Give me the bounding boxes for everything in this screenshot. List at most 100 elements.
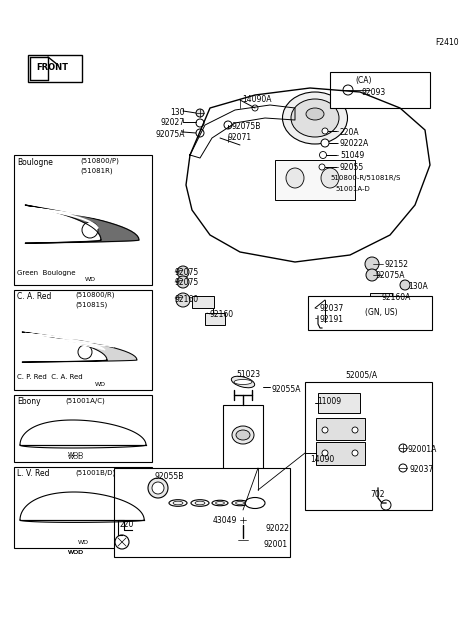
Text: WD: WD [85,277,96,282]
Bar [14,155,152,285]
Circle shape [196,119,204,127]
Circle shape [366,269,378,281]
Circle shape [319,151,327,158]
Text: (GN, US): (GN, US) [365,308,398,317]
Text: (51081S): (51081S) [75,302,107,308]
Text: F2410: F2410 [435,38,459,47]
Text: 92022: 92022 [266,524,290,533]
Circle shape [322,128,328,134]
Circle shape [152,482,164,494]
Ellipse shape [291,99,339,137]
Bar [14,290,152,390]
Text: (51081R): (51081R) [80,168,113,174]
Bar [223,405,263,510]
Text: 92055A: 92055A [272,385,301,394]
Ellipse shape [173,501,183,505]
Ellipse shape [232,500,248,506]
Circle shape [319,164,325,170]
Text: 130: 130 [171,108,185,117]
Circle shape [177,266,189,278]
Circle shape [196,129,204,137]
Text: 130A: 130A [408,282,428,291]
Bar [275,160,355,200]
Text: WOD: WOD [68,452,84,457]
Bar [305,382,432,510]
Text: 92160: 92160 [175,295,199,304]
Circle shape [177,276,189,288]
Text: 92055: 92055 [340,163,364,172]
Text: 92075: 92075 [175,278,199,287]
Bar [14,467,152,548]
Text: 92093: 92093 [362,88,386,97]
Circle shape [399,464,407,472]
Bar [14,395,152,462]
Circle shape [352,427,358,433]
Ellipse shape [236,501,245,504]
Text: C. A. Red: C. A. Red [17,292,51,301]
Bar [316,442,365,465]
Bar [28,55,82,82]
Text: 92075: 92075 [175,268,199,277]
Bar [114,468,290,557]
Text: Green  Boulogne: Green Boulogne [17,270,75,276]
Text: (51001A/C): (51001A/C) [65,397,105,404]
Text: 92001: 92001 [264,540,288,549]
Circle shape [399,444,407,452]
Ellipse shape [321,168,339,188]
Text: C. P. Red  C. A. Red: C. P. Red C. A. Red [17,374,82,380]
Text: 92191: 92191 [320,315,344,324]
Ellipse shape [231,376,255,387]
Text: 92027: 92027 [161,118,185,127]
Ellipse shape [212,500,228,506]
Text: 92071: 92071 [228,133,252,142]
Ellipse shape [306,108,324,120]
Ellipse shape [228,471,258,489]
Text: WD: WD [78,540,89,545]
Text: Boulogne: Boulogne [17,158,53,167]
Circle shape [365,257,379,271]
Ellipse shape [245,497,265,509]
Polygon shape [25,205,139,243]
Circle shape [239,536,247,544]
Circle shape [252,105,258,111]
Ellipse shape [169,500,187,506]
Text: 43049: 43049 [213,516,237,525]
Ellipse shape [234,379,252,384]
Circle shape [224,121,232,129]
Ellipse shape [283,92,347,144]
Text: 92075A: 92075A [155,130,185,139]
Circle shape [238,515,248,525]
Bar [330,72,430,108]
Bar [205,313,225,325]
Text: 92075B: 92075B [232,122,261,131]
Text: (510800/R): (510800/R) [75,292,115,298]
Ellipse shape [195,501,205,505]
Text: (CA): (CA) [355,76,372,85]
Bar [370,293,392,305]
Text: 52005/A: 52005/A [345,371,377,380]
Text: Ebony: Ebony [17,397,41,406]
Circle shape [321,139,329,147]
Bar [308,296,432,330]
Text: WOD: WOD [68,550,84,555]
Text: 14090: 14090 [310,455,334,464]
Circle shape [343,85,353,95]
Text: L. V. Red: L. V. Red [17,469,49,478]
Polygon shape [22,332,137,362]
Bar [192,296,214,308]
Text: 702: 702 [370,490,384,499]
Text: 11009: 11009 [317,397,341,406]
Circle shape [196,109,204,117]
Text: 92037: 92037 [410,465,434,474]
Circle shape [148,478,168,498]
Circle shape [78,345,92,359]
Text: 92152: 92152 [385,260,409,269]
Text: 92022A: 92022A [340,139,369,148]
Text: WOD: WOD [68,455,84,460]
Bar [318,393,360,413]
Circle shape [82,222,98,238]
Text: 92055B: 92055B [155,472,184,481]
Text: 51049: 51049 [340,151,364,160]
Text: 220: 220 [120,520,134,529]
Text: FRONT: FRONT [36,63,68,72]
